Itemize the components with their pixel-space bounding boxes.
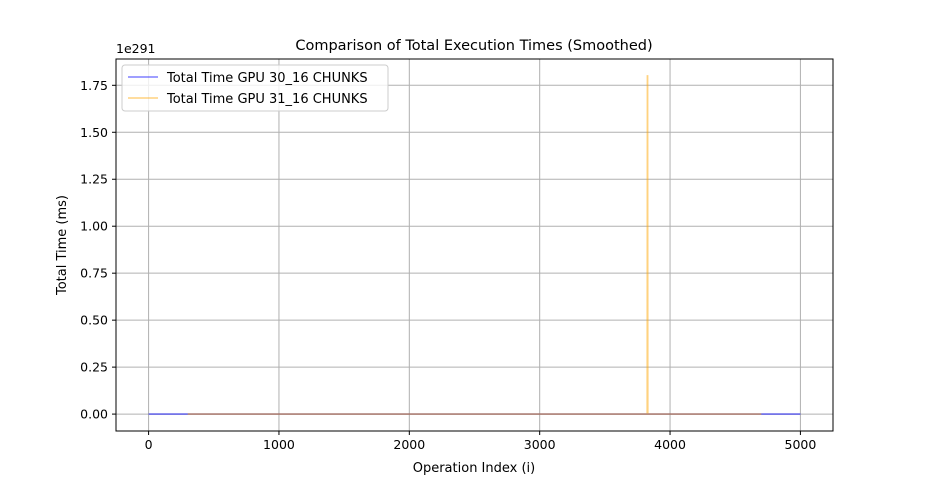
y-tick-label: 1.50 [80, 125, 108, 140]
plot-frame [115, 58, 834, 432]
y-tick-label: 0.00 [80, 407, 108, 422]
y-tick-label: 1.25 [80, 172, 108, 187]
series-line-1 [187, 75, 762, 415]
y-tick-label: 1.75 [80, 78, 108, 93]
x-tick-label: 4000 [654, 437, 686, 452]
legend-label-gpu-31: Total Time GPU 31_16 CHUNKS [166, 92, 368, 107]
legend: Total Time GPU 30_16 CHUNKS Total Time G… [121, 64, 389, 112]
y-axis-label: Total Time (ms) [55, 195, 70, 296]
y-tick-label: 0.25 [80, 360, 108, 375]
legend-label-gpu-30: Total Time GPU 30_16 CHUNKS [166, 71, 368, 86]
x-tick-label: 1000 [263, 437, 295, 452]
series-lines [148, 75, 801, 415]
x-tick-label: 2000 [393, 437, 425, 452]
x-tick-label: 5000 [785, 437, 817, 452]
x-tick-label: 3000 [524, 437, 556, 452]
y-tick-label: 0.50 [80, 313, 108, 328]
y-offset-label: 1e291 [116, 41, 156, 56]
axis-ticks: 0 1000 2000 3000 4000 5000 0.00 0.25 0.50 0.75 1.0… [80, 78, 816, 452]
y-tick-label: 1.00 [80, 219, 108, 234]
x-axis-label: Operation Index (i) [413, 461, 536, 476]
y-tick-label: 0.75 [80, 266, 108, 281]
chart-title: Comparison of Total Execution Times (Smo… [295, 38, 652, 54]
x-tick-label: 0 [145, 437, 153, 452]
legend-box [121, 64, 389, 112]
